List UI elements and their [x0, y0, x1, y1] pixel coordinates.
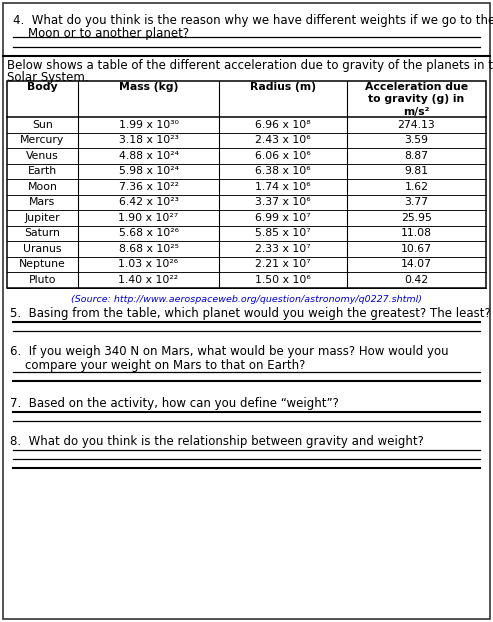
Text: 6.38 x 10⁶: 6.38 x 10⁶ — [255, 166, 311, 176]
Text: Saturn: Saturn — [25, 228, 60, 238]
Text: Mercury: Mercury — [20, 135, 65, 146]
Bar — [7, 81, 486, 287]
Text: 6.  If you weigh 340 N on Mars, what would be your mass? How would you: 6. If you weigh 340 N on Mars, what woul… — [10, 345, 449, 358]
Text: 1.50 x 10⁶: 1.50 x 10⁶ — [255, 275, 311, 285]
Text: 1.03 x 10²⁶: 1.03 x 10²⁶ — [118, 259, 178, 269]
Text: (Source: http://www.aerospaceweb.org/question/astronomy/q0227.shtml): (Source: http://www.aerospaceweb.org/que… — [71, 295, 422, 305]
Text: 14.07: 14.07 — [401, 259, 432, 269]
Text: Mars: Mars — [29, 197, 56, 207]
Text: 2.33 x 10⁷: 2.33 x 10⁷ — [255, 244, 311, 254]
Text: Moon: Moon — [28, 182, 57, 192]
Text: 5.98 x 10²⁴: 5.98 x 10²⁴ — [118, 166, 178, 176]
Text: 0.42: 0.42 — [404, 275, 428, 285]
Text: 3.77: 3.77 — [405, 197, 428, 207]
Text: 8.  What do you think is the relationship between gravity and weight?: 8. What do you think is the relationship… — [10, 435, 424, 448]
Text: 11.08: 11.08 — [401, 228, 432, 238]
Text: Radius (m): Radius (m) — [250, 82, 316, 92]
Text: Sun: Sun — [32, 120, 53, 130]
Text: 7.  Based on the activity, how can you define “weight”?: 7. Based on the activity, how can you de… — [10, 397, 339, 411]
Text: Solar System.: Solar System. — [7, 71, 89, 84]
Text: 3.18 x 10²³: 3.18 x 10²³ — [119, 135, 178, 146]
Text: 8.68 x 10²⁵: 8.68 x 10²⁵ — [119, 244, 178, 254]
Text: compare your weight on Mars to that on Earth?: compare your weight on Mars to that on E… — [10, 358, 305, 371]
Text: 6.96 x 10⁸: 6.96 x 10⁸ — [255, 120, 311, 130]
Text: Venus: Venus — [26, 151, 59, 160]
Text: 8.87: 8.87 — [405, 151, 428, 160]
Text: 9.81: 9.81 — [405, 166, 428, 176]
Text: Uranus: Uranus — [23, 244, 62, 254]
Text: 6.99 x 10⁷: 6.99 x 10⁷ — [255, 213, 311, 223]
Text: Below shows a table of the different acceleration due to gravity of the planets : Below shows a table of the different acc… — [7, 59, 493, 72]
Text: 3.59: 3.59 — [405, 135, 428, 146]
Text: 2.21 x 10⁷: 2.21 x 10⁷ — [255, 259, 311, 269]
Text: Mass (kg): Mass (kg) — [119, 82, 178, 92]
Text: Moon or to another planet?: Moon or to another planet? — [13, 27, 189, 40]
Text: 274.13: 274.13 — [398, 120, 435, 130]
Text: Earth: Earth — [28, 166, 57, 176]
Text: 6.06 x 10⁶: 6.06 x 10⁶ — [255, 151, 311, 160]
Text: Pluto: Pluto — [29, 275, 56, 285]
Text: Acceleration due
to gravity (g) in
m/s²: Acceleration due to gravity (g) in m/s² — [365, 82, 468, 117]
Text: 3.37 x 10⁶: 3.37 x 10⁶ — [255, 197, 311, 207]
Text: 25.95: 25.95 — [401, 213, 432, 223]
Text: 5.  Basing from the table, which planet would you weigh the greatest? The least?: 5. Basing from the table, which planet w… — [10, 307, 491, 320]
Text: 2.43 x 10⁶: 2.43 x 10⁶ — [255, 135, 311, 146]
Text: Body: Body — [27, 82, 58, 92]
Text: 6.42 x 10²³: 6.42 x 10²³ — [119, 197, 178, 207]
Text: 1.40 x 10²²: 1.40 x 10²² — [118, 275, 178, 285]
Text: Neptune: Neptune — [19, 259, 66, 269]
Text: 1.90 x 10²⁷: 1.90 x 10²⁷ — [118, 213, 178, 223]
Text: 1.99 x 10³⁰: 1.99 x 10³⁰ — [119, 120, 178, 130]
Text: 5.68 x 10²⁶: 5.68 x 10²⁶ — [118, 228, 178, 238]
Text: 4.88 x 10²⁴: 4.88 x 10²⁴ — [118, 151, 178, 160]
Text: 4.  What do you think is the reason why we have different weights if we go to th: 4. What do you think is the reason why w… — [13, 14, 493, 27]
Text: Jupiter: Jupiter — [25, 213, 60, 223]
Text: 10.67: 10.67 — [401, 244, 432, 254]
Text: 1.62: 1.62 — [405, 182, 428, 192]
Text: 5.85 x 10⁷: 5.85 x 10⁷ — [255, 228, 311, 238]
Text: 1.74 x 10⁶: 1.74 x 10⁶ — [255, 182, 311, 192]
Text: 7.36 x 10²²: 7.36 x 10²² — [118, 182, 178, 192]
